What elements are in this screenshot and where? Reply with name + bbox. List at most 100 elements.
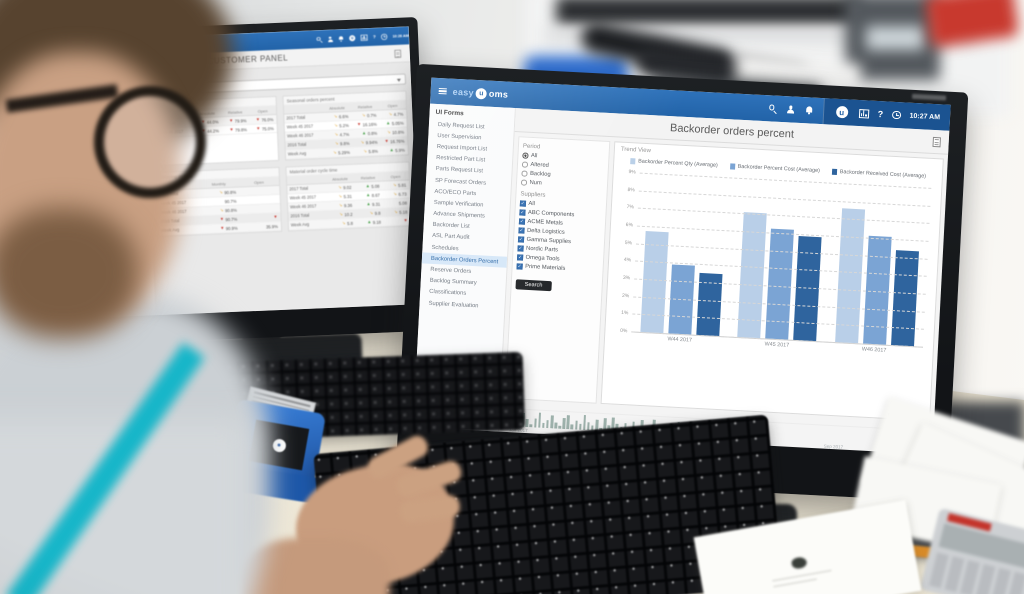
export-icon[interactable]: [932, 136, 942, 147]
table-cell: [240, 208, 280, 210]
cell-value: 9.8: [374, 210, 381, 216]
navigator-date-label: Sep 2017: [823, 443, 844, 450]
table-cell: ↘ 9.8: [355, 210, 383, 216]
cell-value: 79.8%: [234, 126, 248, 133]
trend-down-icon: ▼: [273, 213, 278, 220]
trend-diagonal-icon: ↘: [387, 129, 391, 135]
reports-icon[interactable]: [360, 34, 368, 41]
cell-value: 44.0%: [206, 118, 219, 125]
checkbox-prime-materials[interactable]: ✓ Prime Materials: [516, 263, 598, 273]
chevron-down-icon: [396, 78, 401, 82]
cell-value: 5.29%: [337, 149, 351, 155]
checkbox-label: Delta Logistics: [526, 227, 565, 236]
y-tick-label: 4%: [623, 257, 632, 264]
trend-up-icon: ▲: [361, 130, 367, 136]
trend-diagonal-icon: ↘: [363, 148, 368, 154]
trend-down-icon: ▼: [255, 116, 261, 122]
trend-up-icon: ▲: [366, 200, 371, 207]
navigator-bar: [574, 420, 578, 430]
cell-value: 75.0%: [261, 125, 274, 132]
search-button[interactable]: Search: [515, 278, 552, 292]
clock-icon: [891, 110, 901, 120]
y-tick-label: 7%: [626, 204, 635, 211]
help-icon[interactable]: ?: [877, 109, 884, 120]
table-cell: ▼ 90.7%: [200, 216, 240, 223]
notifications-icon[interactable]: [338, 35, 344, 41]
table-seasonal-orders-percent: Seasonal orders percent Absolute Relative O…: [282, 90, 410, 161]
navigator-bar: [541, 423, 545, 429]
navigator-bar: [537, 411, 542, 428]
table-cell: ↘ 9.02: [326, 184, 354, 190]
export-icon[interactable]: [394, 49, 402, 58]
trend-down-icon: ▼: [403, 217, 408, 223]
navigator-bar: [554, 422, 558, 429]
trend-diagonal-icon: ↘: [388, 111, 393, 117]
checkbox-label: Gamma Supplies: [526, 236, 572, 246]
user-icon[interactable]: [328, 35, 334, 42]
search-icon[interactable]: [316, 36, 323, 43]
trend-diagonal-icon: ↘: [334, 140, 339, 146]
legend-item-backorder-received-cost-average[interactable]: Backorder Received Cost (Average): [831, 168, 926, 180]
bar-group-w45-2017: [737, 178, 825, 342]
table-cell: ▼ 76.0%: [249, 116, 276, 123]
brand-badge-icon[interactable]: u: [835, 105, 848, 119]
brand-badge-icon[interactable]: u: [349, 34, 356, 41]
checkbox-checked-icon: ✓: [516, 254, 523, 261]
checkbox-label: Prime Materials: [524, 263, 566, 272]
checkbox-label: ACME Metals: [527, 218, 564, 227]
cell-value: 5.2%: [339, 122, 349, 128]
table-cell: ▲ 8.67: [355, 192, 383, 198]
menu-icon[interactable]: [438, 87, 447, 95]
glasses-lens: [94, 86, 206, 198]
row-label: 2017 Total: [289, 185, 309, 192]
trend-diagonal-icon: ↘: [333, 113, 338, 119]
legend-item-backorder-percent-qty-average[interactable]: Backorder Percent Qty (Average): [630, 158, 718, 169]
cell-value: 4.7%: [393, 111, 404, 117]
table-cell: ▼ 79.9%: [221, 118, 249, 124]
reports-icon[interactable]: [858, 108, 869, 119]
navigator-bar: [525, 419, 529, 428]
printer-display: [866, 26, 924, 50]
legend-item-backorder-percent-cost-average[interactable]: Backorder Percent Cost (Average): [729, 163, 820, 174]
cell-value: 9.18: [372, 219, 382, 225]
navigator-bar: [550, 415, 554, 429]
table-cell: ▼: [240, 213, 280, 221]
row-label: Week Avg: [287, 150, 307, 157]
trend-down-icon: ▼: [256, 125, 261, 131]
navigator-bar: [529, 424, 533, 428]
navigator-bar: [533, 417, 537, 428]
navigator-bar: [546, 420, 550, 429]
trend-diagonal-icon: ↘: [339, 211, 343, 217]
cell-value: 9.94%: [365, 139, 378, 145]
column-header: Open: [253, 179, 264, 185]
y-tick-label: 6%: [625, 221, 634, 229]
trend-down-icon: ▼: [219, 216, 224, 222]
help-icon[interactable]: ?: [373, 34, 377, 40]
cell-value: 90.8%: [224, 189, 237, 195]
table-cell: ▲ 5.9%: [381, 147, 408, 153]
letterhead-text-line: [772, 569, 832, 582]
cell-value: 4.7%: [339, 131, 350, 137]
cell-value: 0.7%: [366, 112, 377, 118]
radio-label: Backlog: [529, 170, 551, 178]
clock-icon: [381, 33, 388, 40]
trend-down-icon: ▼: [384, 138, 389, 144]
table-cell: ↘ 4.7%: [324, 131, 352, 137]
trend-diagonal-icon: ↘: [338, 202, 343, 208]
cell-value: 90.8%: [224, 207, 238, 213]
row-label: Week 45 2017: [289, 194, 317, 201]
search-icon[interactable]: [768, 104, 777, 114]
table-cell: ▼ 16.16%: [352, 121, 380, 127]
notifications-icon[interactable]: [805, 106, 813, 115]
backorder-chart: Trend View Backorder Percent Qty (Averag…: [600, 141, 944, 422]
table-cell: ↘ 9.8%: [324, 140, 352, 146]
table-cell: ↘ 5.2%: [324, 122, 352, 128]
user-icon[interactable]: [787, 105, 795, 114]
radio-num[interactable]: Num: [520, 179, 603, 189]
cell-value: 16.76%: [390, 138, 405, 144]
cell-value: 79.9%: [234, 117, 247, 124]
cell-value: 5.8%: [368, 148, 379, 154]
trend-up-icon: ▲: [365, 191, 371, 198]
table-cell: ↘ 6.73: [383, 191, 410, 197]
table-cell: 35.9%: [241, 223, 281, 230]
